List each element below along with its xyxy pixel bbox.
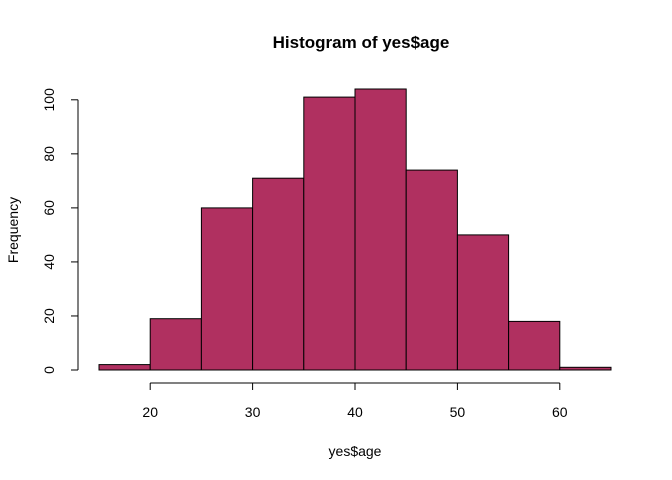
x-tick-label: 60	[552, 404, 568, 420]
histogram-bar	[252, 177, 305, 371]
y-tick-label: 100	[41, 88, 57, 112]
histogram-bar	[98, 364, 151, 371]
y-tick-label: 60	[41, 200, 57, 216]
histogram-bar	[456, 234, 510, 371]
x-tick-label: 30	[245, 404, 261, 420]
bars-group	[98, 88, 612, 371]
histogram-bar	[354, 88, 407, 371]
chart-title: Histogram of yes$age	[273, 33, 450, 52]
y-tick-label: 20	[41, 308, 57, 324]
histogram-bar	[405, 169, 458, 371]
x-axis-label: yes$age	[329, 443, 382, 459]
x-tick-label: 40	[347, 404, 363, 420]
y-tick-label: 80	[41, 146, 57, 162]
histogram-bar	[200, 207, 254, 371]
y-axis: 0 20 40 60 80 100	[41, 88, 79, 374]
x-tick-label: 20	[142, 404, 158, 420]
x-tick-label: 50	[450, 404, 466, 420]
y-axis-label: Frequency	[5, 197, 21, 263]
histogram-bar	[508, 320, 561, 371]
y-tick-label: 0	[41, 366, 57, 374]
histogram-bar	[303, 96, 356, 371]
y-tick-label: 40	[41, 254, 57, 270]
x-axis: 20 30 40 50 60	[142, 382, 568, 420]
histogram-bar	[559, 366, 612, 371]
histogram-bar	[149, 318, 202, 371]
